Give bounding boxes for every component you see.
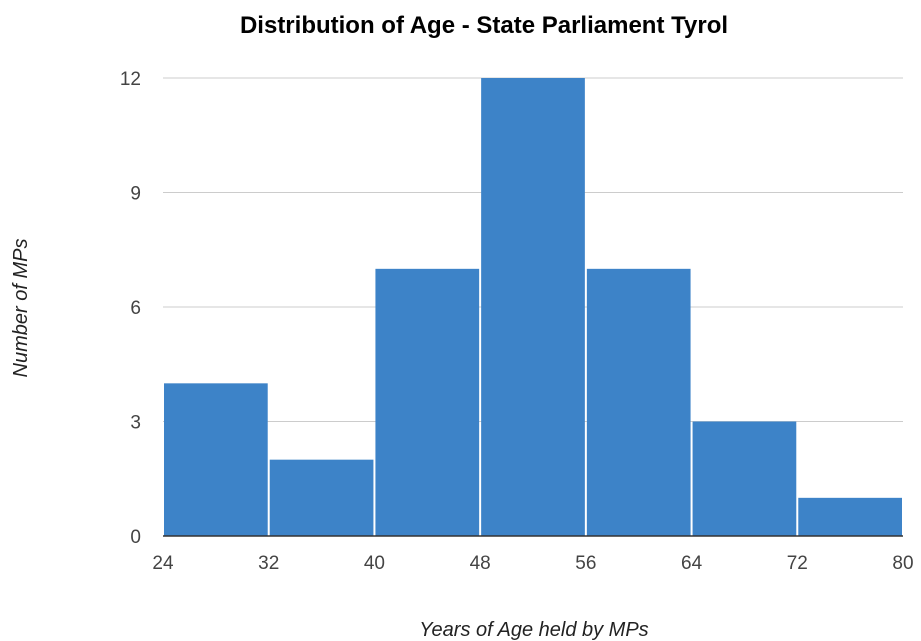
y-tick-label-12: 12 xyxy=(120,69,141,90)
x-tick-label-32: 32 xyxy=(258,553,279,574)
x-axis-label: Years of Age held by MPs xyxy=(419,619,648,641)
x-tick-label-80: 80 xyxy=(892,553,913,574)
x-tick-label-56: 56 xyxy=(575,553,596,574)
y-axis-label: Number of MPs xyxy=(10,239,32,378)
y-tick-label-9: 9 xyxy=(130,184,141,205)
histogram-bar-24-32 xyxy=(164,383,268,536)
histogram-bar-64-72 xyxy=(692,421,797,536)
histogram-bar-72-80 xyxy=(798,497,902,536)
histogram-bar-32-40 xyxy=(269,459,374,536)
x-tick-label-64: 64 xyxy=(681,553,703,574)
x-tick-label-72: 72 xyxy=(787,553,808,574)
histogram-bar-48-56 xyxy=(481,78,585,536)
y-tick-label-6: 6 xyxy=(130,298,141,319)
histogram-bar-40-48 xyxy=(375,268,480,536)
y-tick-label-3: 3 xyxy=(130,413,141,434)
histogram-bar-56-64 xyxy=(586,268,691,536)
x-tick-label-40: 40 xyxy=(364,553,385,574)
x-tick-label-48: 48 xyxy=(470,553,491,574)
x-tick-label-24: 24 xyxy=(152,553,174,574)
chart-title: Distribution of Age - State Parliament T… xyxy=(239,12,729,39)
y-tick-label-0: 0 xyxy=(130,527,141,548)
